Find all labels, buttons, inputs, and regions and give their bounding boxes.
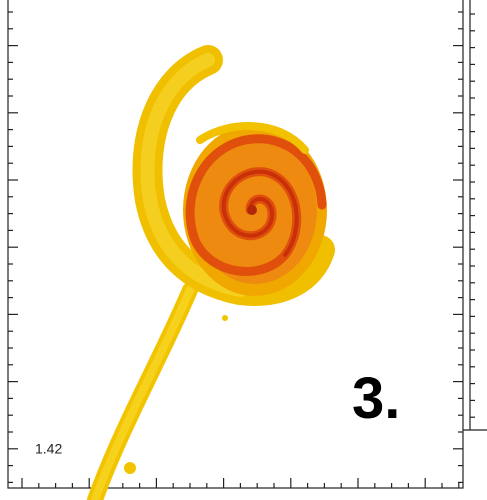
galaxy-disk: [183, 122, 327, 296]
panel-number: 3.: [352, 366, 400, 431]
frame-ticks: [8, 11, 475, 488]
tidal-tail: [87, 282, 228, 500]
time-label: 1.42: [35, 441, 62, 457]
plot-frame: [7, 0, 487, 489]
